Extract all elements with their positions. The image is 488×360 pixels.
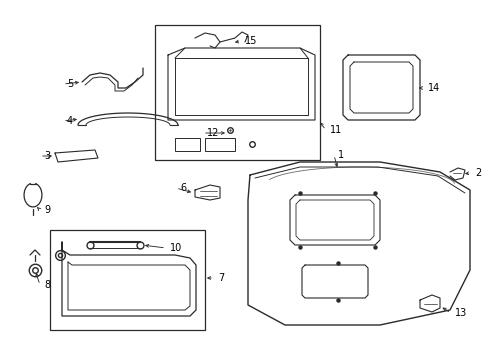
Text: 8: 8 — [44, 280, 50, 290]
Bar — [175, 138, 200, 151]
Bar — [50, 230, 204, 330]
Text: 14: 14 — [427, 83, 439, 93]
Bar — [155, 25, 319, 160]
Text: 7: 7 — [218, 273, 224, 283]
Text: 3: 3 — [44, 151, 50, 161]
Text: 4: 4 — [67, 116, 73, 126]
Text: 13: 13 — [454, 308, 467, 318]
Text: 15: 15 — [244, 36, 257, 46]
Text: 12: 12 — [206, 128, 219, 138]
Text: 1: 1 — [337, 150, 344, 160]
Text: 2: 2 — [474, 168, 480, 178]
Text: 11: 11 — [329, 125, 342, 135]
Text: 6: 6 — [180, 183, 186, 193]
Text: 5: 5 — [67, 79, 73, 89]
Text: 9: 9 — [44, 205, 50, 215]
Bar — [204, 138, 235, 151]
Text: 10: 10 — [170, 243, 182, 253]
